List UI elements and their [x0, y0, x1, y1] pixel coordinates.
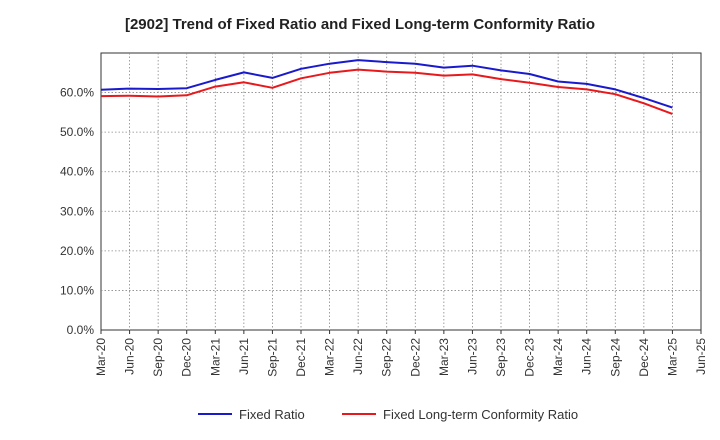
chart-title: [2902] Trend of Fixed Ratio and Fixed Lo…	[124, 16, 596, 33]
x-tick-label: Dec-21	[294, 338, 308, 377]
x-tick-label: Jun-25	[694, 338, 708, 375]
legend-label-2: Fixed Long-term Conformity Ratio	[383, 407, 578, 422]
x-tick-label: Mar-22	[323, 338, 337, 376]
y-tick-label: 40.0%	[60, 165, 94, 179]
y-tick-label: 30.0%	[60, 204, 94, 218]
y-tick-label: 10.0%	[60, 283, 94, 297]
x-tick-label: Mar-20	[94, 338, 108, 376]
plot-area	[100, 52, 702, 331]
x-tick-label: Dec-24	[637, 338, 651, 377]
y-tick-label: 0.0%	[67, 323, 95, 337]
x-tick-label: Jun-21	[237, 338, 251, 375]
x-tick-label: Sep-20	[151, 338, 165, 377]
x-tick-label: Mar-24	[551, 338, 565, 376]
x-tick-label: Jun-24	[580, 338, 594, 375]
x-tick-label: Sep-21	[265, 338, 279, 377]
x-tick-label: Mar-25	[665, 338, 679, 376]
x-tick-label: Jun-20	[123, 338, 137, 375]
x-tick-label: Sep-22	[380, 338, 394, 377]
legend-label-1: Fixed Ratio	[239, 407, 305, 422]
y-tick-label: 20.0%	[60, 244, 94, 258]
x-tick-label: Mar-23	[437, 338, 451, 376]
series-line-1	[100, 59, 673, 109]
series-line-2	[100, 68, 673, 115]
x-tick-label: Jun-22	[351, 338, 365, 375]
x-tick-label: Sep-23	[494, 338, 508, 377]
x-tick-label: Sep-24	[608, 338, 622, 377]
y-tick-label: 60.0%	[60, 86, 94, 100]
x-tick-label: Dec-20	[180, 338, 194, 377]
x-tick-label: Dec-23	[523, 338, 537, 377]
x-tick-label: Mar-21	[208, 338, 222, 376]
x-tick-label: Jun-23	[465, 338, 479, 375]
y-tick-label: 50.0%	[60, 125, 94, 139]
x-tick-label: Dec-22	[408, 338, 422, 377]
